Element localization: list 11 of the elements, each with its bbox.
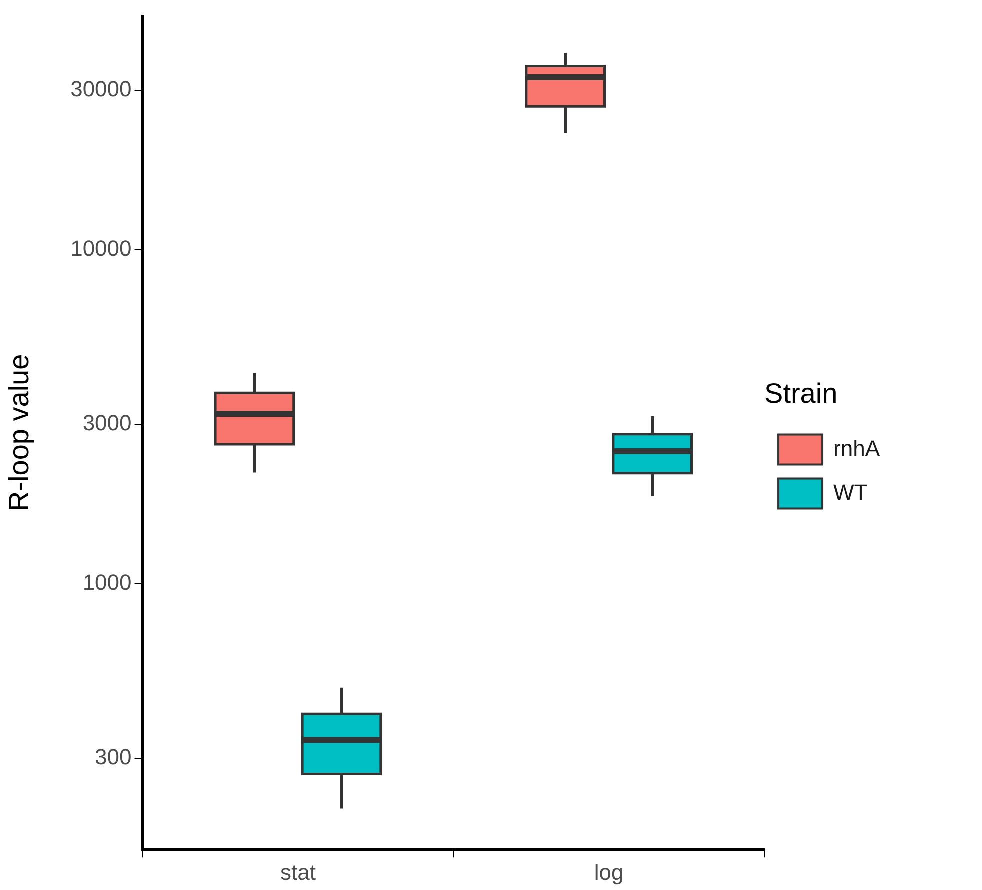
y-tick-label: 3000 [82,410,132,436]
x-tick-label: log [594,860,624,885]
y-tick-label: 300 [95,744,132,770]
y-axis-title: R-loop value [4,354,35,512]
y-tick-label: 10000 [70,236,132,261]
legend-label: WT [834,480,868,505]
legend-label: rnhA [834,436,880,461]
legend-title: Strain [764,378,838,409]
x-tick-label: stat [280,860,316,885]
y-tick-label: 1000 [82,570,132,595]
y-tick-label: 30000 [70,76,132,102]
